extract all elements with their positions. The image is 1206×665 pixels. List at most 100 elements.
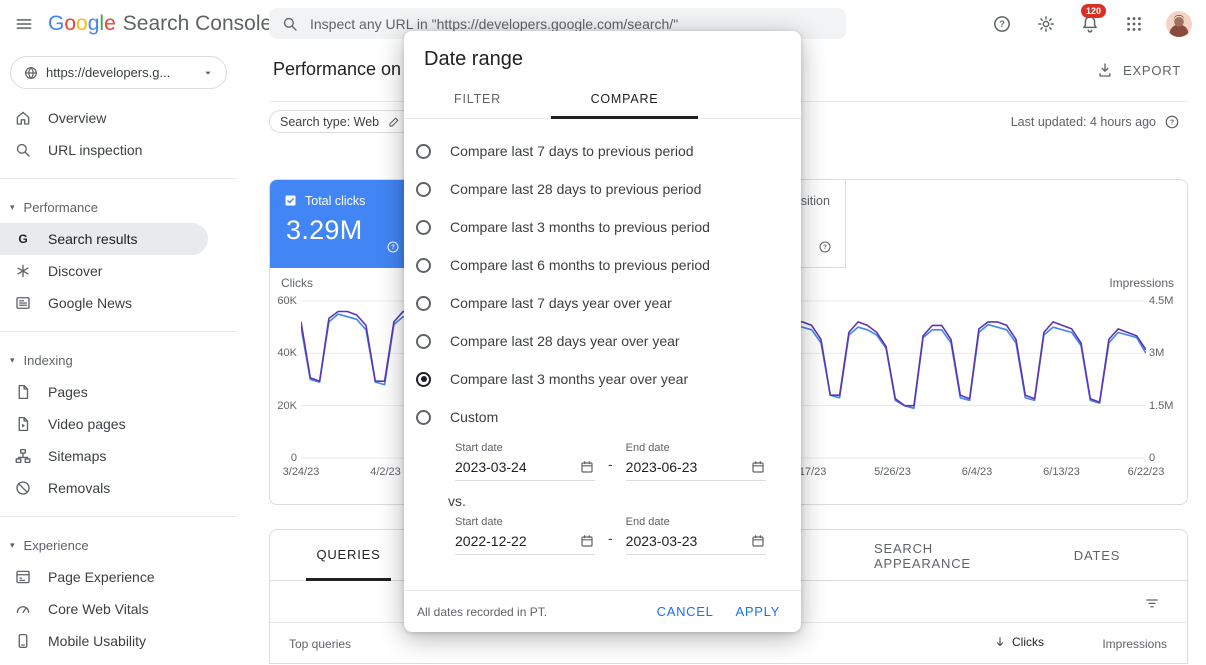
topbar-actions: ? 120 [990,4,1192,37]
end-date-field[interactable] [625,459,766,481]
sidebar-item-google-news[interactable]: Google News [0,287,237,319]
cancel-button[interactable]: CANCEL [646,596,725,627]
sidebar-item-removals[interactable]: Removals [0,472,237,504]
compare-option-5[interactable]: Compare last 28 days year over year [404,322,801,360]
compare-start-date-field[interactable] [455,533,595,555]
search-icon [281,15,299,33]
notifications-button[interactable]: 120 [1078,4,1107,36]
tab-search-appearance[interactable]: SEARCH APPEARANCE [874,540,971,571]
x-axis-tick: 5/26/23 [874,466,911,478]
sidebar-item-video-pages[interactable]: Video pages [0,408,237,440]
start-date-input[interactable] [455,459,575,475]
compare-option-label: Compare last 7 days to previous period [450,143,694,159]
sidebar-item-discover[interactable]: Discover [0,255,237,287]
radio-icon[interactable] [416,219,431,235]
x-axis-tick: 6/22/23 [1127,466,1165,478]
start-date-field[interactable] [455,459,595,481]
radio-icon[interactable] [416,295,431,311]
sidebar-item-core-web-vitals[interactable]: Core Web Vitals [0,593,237,625]
compare-option-1[interactable]: Compare last 28 days to previous period [404,170,801,208]
column-impressions[interactable]: Impressions [1102,637,1167,651]
sidebar-item-sitemaps[interactable]: Sitemaps [0,440,237,472]
calendar-icon[interactable] [750,533,766,549]
pagexp-icon [14,568,32,586]
column-clicks[interactable]: Clicks [993,635,1044,649]
sidebar: https://developers.g... Overview URL insp… [0,48,237,664]
sidebar-item-search-results[interactable]: G Search results [0,223,208,255]
calendar-icon[interactable] [579,459,595,475]
apps-button[interactable] [1122,12,1146,36]
compare-option-label: Compare last 3 months year over year [450,371,689,387]
svg-text:?: ? [999,19,1004,29]
compare-option-6[interactable]: Compare last 3 months year over year [404,360,801,398]
y-axis-tick-left: 40K [277,347,297,360]
compare-option-4[interactable]: Compare last 7 days year over year [404,284,801,322]
calendar-icon[interactable] [579,533,595,549]
radio-icon[interactable] [416,181,431,197]
radio-icon[interactable] [416,333,431,349]
compare-option-2[interactable]: Compare last 3 months to previous period [404,208,801,246]
sidebar-item-pages[interactable]: Pages [0,376,237,408]
y-axis-tick-left: 20K [277,399,297,412]
date-range-dash: - [608,530,613,546]
app-logo[interactable]: Google Search Console [48,12,272,36]
radio-icon[interactable] [416,409,431,425]
sidebar-item-mobile-usability[interactable]: Mobile Usability [0,625,237,657]
compare-start-date-input[interactable] [455,533,575,549]
metric-label: Total clicks [305,193,366,208]
metric-card-total-clicks[interactable]: Total clicks 3.29M ? [270,180,414,268]
sidebar-item-https[interactable]: HTTPS [0,657,237,664]
search-type-chip[interactable]: Search type: Web [269,110,413,133]
compare-option-0[interactable]: Compare last 7 days to previous period [404,132,801,170]
tab-filter[interactable]: FILTER [454,92,501,106]
sidebar-item-overview[interactable]: Overview [0,102,237,134]
dialog-tabs: FILTER COMPARE [404,80,801,119]
sidebar-section-experience[interactable]: ▾ Experience [0,529,237,561]
radio-icon[interactable] [416,371,431,387]
sidebar-section-performance[interactable]: ▾ Performance [0,191,237,223]
compare-option-3[interactable]: Compare last 6 months to previous period [404,246,801,284]
export-button[interactable]: EXPORT [1096,61,1181,79]
svg-text:?: ? [1170,120,1174,127]
filter-button[interactable] [1143,594,1161,615]
x-axis-tick: 3/24/23 [282,466,320,478]
brand-suffix: Search Console [122,12,273,35]
tab-compare[interactable]: COMPARE [551,80,698,119]
info-icon[interactable]: ? [386,240,400,254]
tab-dates[interactable]: DATES [1073,548,1121,563]
sidebar-item-label: Sitemaps [48,448,107,464]
menu-button[interactable] [0,0,48,48]
property-icon [23,65,39,81]
sidebar-section-title: Experience [23,537,89,553]
help-circle-icon[interactable]: ? [1164,114,1180,130]
avatar[interactable] [1166,11,1192,37]
compare-end-date-input[interactable] [625,533,746,549]
compare-option-7[interactable]: Custom [404,398,801,436]
search-input[interactable] [310,15,834,32]
sidebar-section-indexing[interactable]: ▾ Indexing [0,344,237,376]
end-date-input[interactable] [625,459,746,475]
sort-down-icon [993,635,1007,649]
sidebar-item-url-inspection[interactable]: URL inspection [0,134,237,166]
radio-icon[interactable] [416,257,431,273]
edit-pencil-icon [387,115,401,129]
settings-button[interactable] [1034,12,1058,36]
info-icon[interactable]: ? [818,240,832,254]
last-updated-text: Last updated: 4 hours ago [1010,115,1156,129]
sidebar-item-page-experience[interactable]: Page Experience [0,561,237,593]
compare-end-date-field[interactable] [625,533,766,555]
calendar-icon[interactable] [750,459,766,475]
property-selector[interactable]: https://developers.g... [10,56,227,89]
custom-date-block: Start date - End date vs. Start date [448,442,801,555]
radio-icon[interactable] [416,143,431,159]
brand-google: Google [48,12,116,35]
compare-option-label: Compare last 28 days year over year [450,333,680,349]
compare-options-list: Compare last 7 days to previous period Co… [404,132,801,436]
sidebar-item-label: Removals [48,480,111,496]
checkbox-checked-icon[interactable] [283,193,298,208]
svg-text:G: G [18,232,27,246]
tab-queries[interactable]: QUERIES [306,530,391,581]
apply-button[interactable]: APPLY [725,596,791,627]
y-axis-tick-left: 0 [290,452,297,464]
help-button[interactable]: ? [990,12,1014,36]
